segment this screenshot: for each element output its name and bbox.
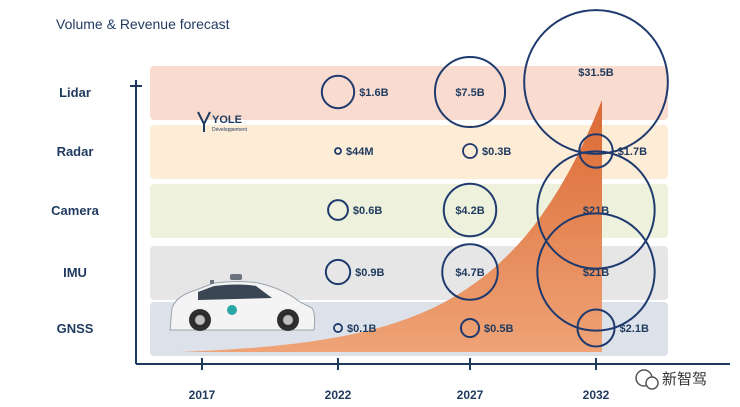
value-label-imu-2022: $0.9B <box>355 267 384 279</box>
logo-name: YOLE <box>212 114 242 126</box>
value-label-imu-2032: $21B <box>583 267 609 279</box>
value-label-gnss-2027: $0.5B <box>484 323 513 335</box>
value-label-lidar-2027: $7.5B <box>455 87 484 99</box>
watermark-text: 新智驾 <box>662 370 707 388</box>
bubble-gnss-2022 <box>333 323 343 333</box>
row-label-lidar: Lidar <box>59 85 91 100</box>
wechat-watermark: 新智驾 <box>635 369 707 390</box>
bubble-radar-2027 <box>462 143 478 159</box>
band-radar <box>150 125 668 179</box>
x-tick-label-2027: 2027 <box>457 388 484 402</box>
bubble-imu-2027 <box>441 243 499 301</box>
growth-trend-area <box>178 100 602 352</box>
row-label-imu: IMU <box>63 265 87 280</box>
bubble-imu-2032 <box>536 212 656 332</box>
autonomous-car-image <box>169 274 316 331</box>
bubble-imu-2022 <box>324 258 352 286</box>
bubble-gnss-2032 <box>576 308 616 348</box>
value-label-imu-2027: $4.7B <box>455 267 484 279</box>
axes <box>130 80 730 370</box>
value-label-lidar-2032: $31.5B <box>578 67 614 79</box>
row-label-camera: Camera <box>51 203 99 218</box>
row-label-radar: Radar <box>57 144 94 159</box>
bubble-lidar-2022 <box>320 74 356 110</box>
bubble-lidar-2027 <box>433 55 507 129</box>
value-label-camera-2032: $21B <box>583 205 609 217</box>
x-tick-label-2017: 2017 <box>189 388 216 402</box>
value-label-lidar-2022: $1.6B <box>359 87 388 99</box>
chart-title: Volume & Revenue forecast <box>56 16 230 32</box>
x-tick-label-2022: 2022 <box>325 388 352 402</box>
value-label-camera-2027: $4.2B <box>455 205 484 217</box>
value-label-camera-2022: $0.6B <box>353 205 382 217</box>
value-label-radar-2022: $44M <box>346 146 374 158</box>
band-lidar <box>150 66 668 120</box>
bubble-camera-2022 <box>327 199 349 221</box>
row-label-gnss: GNSS <box>57 321 94 336</box>
value-label-radar-2027: $0.3B <box>482 146 511 158</box>
bubble-camera-2027 <box>442 182 498 238</box>
bubble-lidar-2032 <box>523 9 669 155</box>
yole-logo-mark <box>197 111 211 132</box>
x-tick-label-2032: 2032 <box>583 388 610 402</box>
value-label-gnss-2032: $2.1B <box>620 323 649 335</box>
value-label-gnss-2022: $0.1B <box>347 323 376 335</box>
bubble-gnss-2027 <box>459 317 481 339</box>
bubble-radar-2032 <box>578 133 614 169</box>
value-label-radar-2032: $1.7B <box>618 146 647 158</box>
bubble-camera-2032 <box>536 150 656 270</box>
bubble-radar-2022 <box>334 147 342 155</box>
logo-tagline: Développement <box>212 127 248 133</box>
